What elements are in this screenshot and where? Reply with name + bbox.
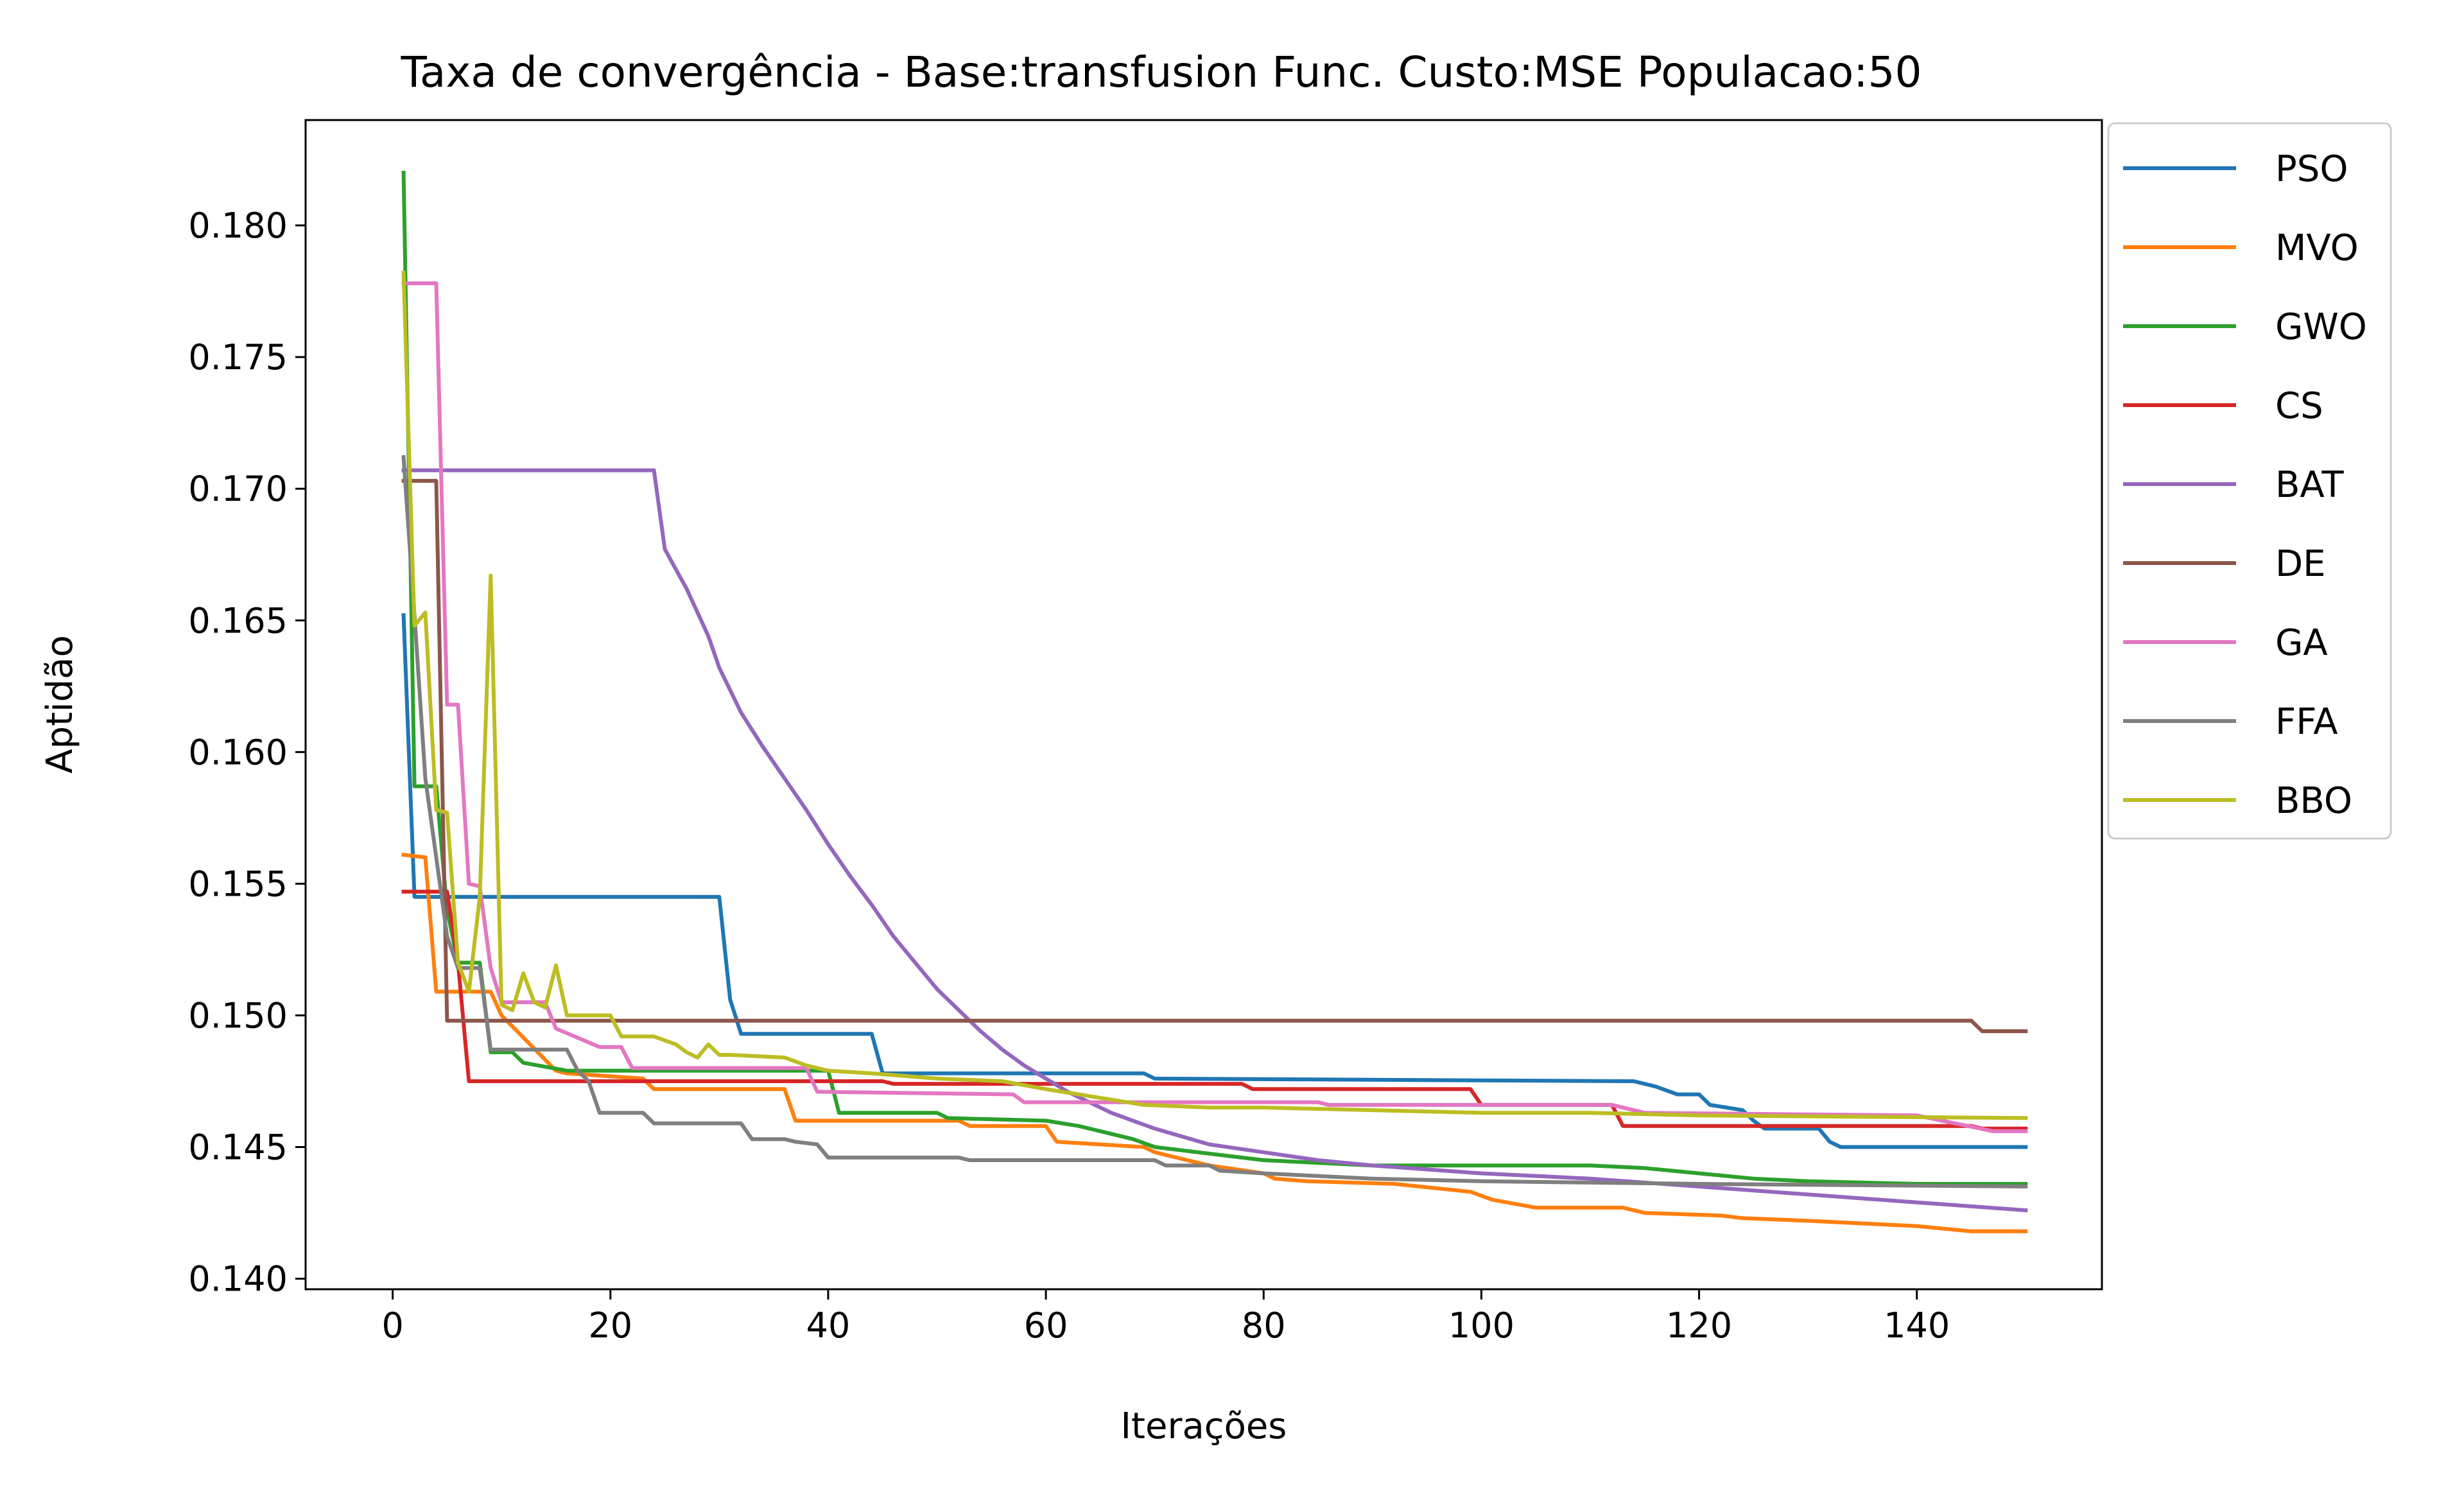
x-axis: 0 20 40 60 80 100 120 140 (381, 1289, 1950, 1346)
series-line-de (401, 478, 2028, 1034)
legend-label-bbo: BBO (2275, 780, 2352, 822)
y-tick-label: 0.140 (188, 1259, 288, 1300)
y-tick-label: 0.175 (188, 337, 288, 378)
plot-area (304, 119, 2103, 1291)
series-line-pso (401, 613, 2028, 1149)
x-tick-label: 0 (381, 1305, 403, 1346)
x-tick-label: 80 (1242, 1305, 1286, 1346)
series-line-gwo (401, 170, 2028, 1186)
y-tick-label: 0.170 (188, 469, 288, 509)
x-tick-label: 140 (1884, 1305, 1950, 1346)
chart-title: Taxa de convergência - Base:transfusion … (401, 48, 1922, 97)
y-tick-label: 0.155 (188, 864, 288, 904)
y-tick-label: 0.160 (188, 732, 288, 772)
legend-label-pso: PSO (2275, 148, 2348, 190)
x-tick-label: 100 (1448, 1305, 1514, 1346)
legend-label-bat: BAT (2275, 464, 2344, 506)
legend-label-mvo: MVO (2275, 227, 2359, 269)
series-line-cs (401, 889, 2028, 1131)
x-tick-label: 120 (1666, 1305, 1732, 1346)
y-tick-label: 0.165 (188, 600, 288, 641)
series-line-bat (401, 468, 2028, 1213)
plot-frame (304, 119, 2103, 1291)
legend-label-de: DE (2275, 543, 2326, 585)
y-tick-label: 0.150 (188, 995, 288, 1036)
x-tick-label: 40 (806, 1305, 851, 1346)
series-line-bbo (401, 270, 2028, 1120)
legend-label-gwo: GWO (2275, 306, 2367, 348)
x-tick-label: 20 (588, 1305, 632, 1346)
legend-frame (2107, 122, 2392, 840)
x-tick-label: 60 (1024, 1305, 1068, 1346)
series-line-ga (401, 281, 2028, 1133)
legend-label-ffa: FFA (2275, 701, 2338, 743)
y-tick-label: 0.180 (188, 205, 288, 246)
y-axis-label: Aptidão (39, 635, 81, 774)
legend: PSO MVO GWO CS BAT DE GA FFA BBO (2107, 122, 2392, 840)
legend-label-cs: CS (2275, 385, 2323, 427)
y-tick-label: 0.145 (188, 1127, 288, 1168)
x-axis-label: Iterações (1121, 1405, 1287, 1447)
legend-label-ga: GA (2275, 622, 2328, 664)
series-line-mvo (401, 852, 2028, 1233)
y-axis: 0.140 0.145 0.150 0.155 0.160 0.165 0.170 0.175… (188, 205, 306, 1300)
